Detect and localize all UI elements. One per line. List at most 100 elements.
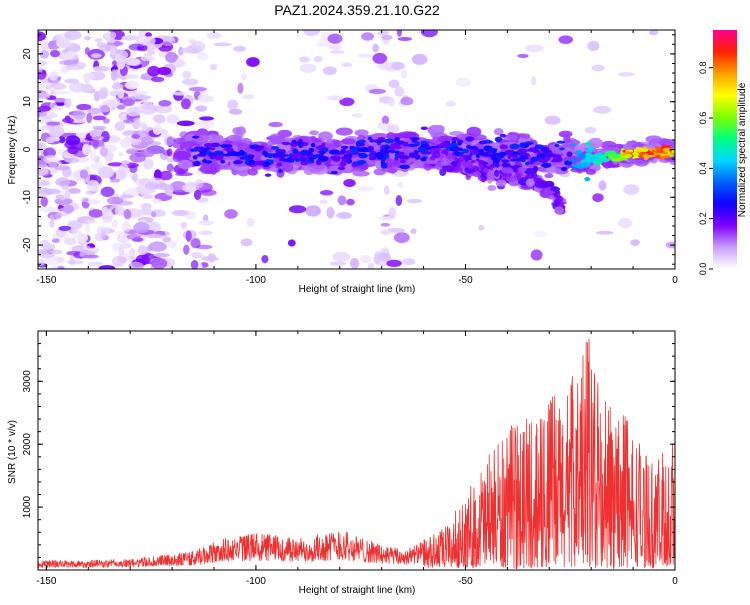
spectrogram-cell xyxy=(207,253,216,262)
spectrogram-cell xyxy=(372,44,378,53)
spectrogram-cell xyxy=(153,253,169,257)
spectrogram-cell xyxy=(65,190,71,199)
spectrogram-cell xyxy=(129,44,145,51)
spectrogram-cell xyxy=(282,142,291,145)
spectrogram-cell xyxy=(344,154,353,158)
spectrogram-cell xyxy=(299,56,310,62)
spectrogram-cell xyxy=(82,144,91,155)
spectrogram-cell xyxy=(210,64,217,71)
spectrogram-cell xyxy=(633,152,638,156)
spectrogram-x-tick-label: -100 xyxy=(246,275,266,286)
spectrogram-cell xyxy=(350,258,359,269)
spectrogram-cell xyxy=(309,157,314,161)
spectrogram-panel: -150 -100 -50 0 20100-10-20 Height of strai… xyxy=(7,26,684,295)
spectrogram-cell xyxy=(281,154,290,157)
spectrogram-cell xyxy=(383,149,391,153)
snr-y-tick-label: 2000 xyxy=(22,433,33,456)
spectrogram-cell xyxy=(59,226,72,231)
spectrogram-cell xyxy=(63,205,74,214)
spectrogram-cell xyxy=(402,142,408,147)
snr-series-line xyxy=(38,339,675,569)
spectrogram-cell xyxy=(148,242,166,252)
spectrogram-cell xyxy=(465,136,474,141)
spectrogram-cell xyxy=(350,148,357,154)
spectrogram-cell xyxy=(554,144,559,147)
spectrogram-cell xyxy=(224,209,238,219)
spectrogram-cell xyxy=(34,92,51,99)
spectrogram-cell xyxy=(571,143,577,146)
spectrogram-cell xyxy=(585,150,593,153)
spectrogram-cell xyxy=(381,157,386,161)
spectrogram-cell xyxy=(254,145,265,148)
snr-x-tick-label: 0 xyxy=(672,576,678,587)
figure: PAZ1.2024.359.21.10.G22 -150 -100 -50 0 20 1… xyxy=(0,0,750,600)
spectrogram-y-tick-label: -10 xyxy=(22,190,33,205)
spectrogram-cell xyxy=(331,171,338,174)
spectrogram-cell xyxy=(421,141,428,145)
spectrogram-cell xyxy=(462,149,469,153)
spectrogram-cell xyxy=(117,59,126,70)
spectrogram-cell xyxy=(507,154,511,159)
spectrogram-cell xyxy=(501,167,513,174)
spectrogram-cell xyxy=(165,52,178,63)
spectrogram-cell xyxy=(309,130,319,135)
spectrogram-cell xyxy=(44,189,61,195)
spectrogram-cell xyxy=(204,143,213,148)
spectrogram-cell xyxy=(73,110,86,120)
spectrogram-cell xyxy=(566,151,572,156)
spectrogram-cell xyxy=(188,39,196,44)
spectrogram-cell xyxy=(384,185,390,195)
spectrogram-cell xyxy=(287,159,294,162)
spectrogram-cell xyxy=(185,211,196,219)
colorbar-tick-label: 0.6 xyxy=(698,112,708,125)
spectrogram-cell xyxy=(168,240,176,248)
spectrogram-cell xyxy=(182,78,198,85)
spectrogram-cell xyxy=(554,206,564,214)
spectrogram-cell xyxy=(181,222,187,229)
spectrogram-cell xyxy=(299,63,316,72)
spectrogram-cell xyxy=(330,150,339,154)
spectrogram-cell xyxy=(613,153,621,158)
spectrogram-cell xyxy=(111,69,118,80)
spectrogram-cell xyxy=(394,137,399,142)
spectrogram-cell xyxy=(167,148,173,156)
spectrogram-cell xyxy=(67,146,78,154)
spectrogram-cell xyxy=(377,31,389,35)
spectrogram-cell xyxy=(409,137,419,140)
spectrogram-cell xyxy=(141,56,156,61)
spectrogram-cell xyxy=(227,100,238,110)
spectrogram-cell xyxy=(38,106,51,112)
spectrogram-cell xyxy=(183,245,189,255)
spectrogram-cell xyxy=(141,206,152,216)
spectrogram-cell xyxy=(607,151,616,155)
spectrogram-cell xyxy=(495,137,503,143)
spectrogram-y-label: Frequency (Hz) xyxy=(7,116,18,185)
spectrogram-cell xyxy=(472,171,481,177)
spectrogram-cell xyxy=(531,76,536,86)
spectrogram-cell xyxy=(101,187,115,197)
spectrogram-cell xyxy=(411,228,417,234)
spectrogram-cell xyxy=(49,126,65,136)
spectrogram-cell xyxy=(372,53,387,64)
spectrogram-cell xyxy=(40,207,57,213)
spectrogram-cell xyxy=(550,187,560,191)
spectrogram-cell xyxy=(352,113,363,118)
spectrogram-cell xyxy=(147,66,160,77)
spectrogram-cell xyxy=(95,38,103,43)
spectrogram-cell xyxy=(578,153,587,159)
spectrogram-cell xyxy=(146,234,164,238)
spectrogram-cell xyxy=(197,153,207,157)
spectrogram-cell xyxy=(586,169,597,175)
spectrogram-cell xyxy=(467,165,474,169)
spectrogram-cell xyxy=(496,180,507,187)
spectrogram-cell xyxy=(288,239,296,246)
spectrogram-cell xyxy=(596,231,614,235)
spectrogram-cell xyxy=(172,91,189,95)
spectrogram-cell xyxy=(292,140,296,143)
snr-y-tick-label: 3000 xyxy=(22,370,33,393)
spectrogram-cell xyxy=(561,167,567,171)
spectrogram-x-label: Height of straight line (km) xyxy=(299,284,416,295)
spectrogram-cell xyxy=(643,149,648,152)
spectrogram-cell xyxy=(517,148,527,154)
spectrogram-cell xyxy=(470,150,475,153)
